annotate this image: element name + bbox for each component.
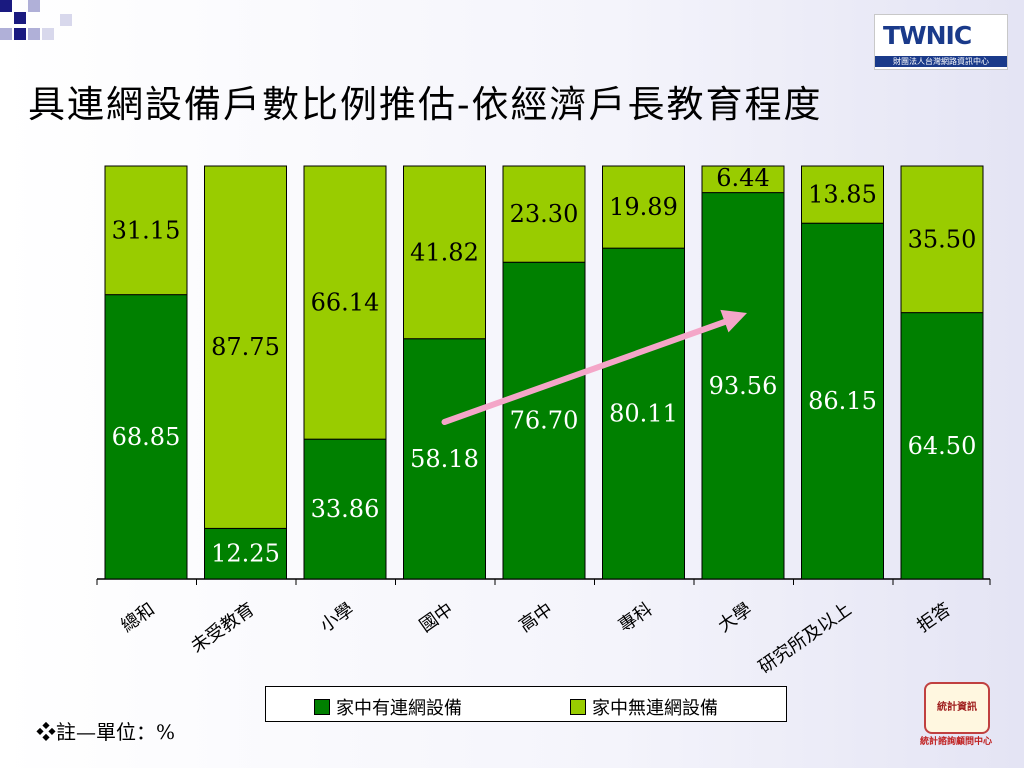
data-label-with-device: 12.25 <box>211 540 280 568</box>
data-label-without-device: 66.14 <box>311 289 380 317</box>
decor-square-1 <box>0 0 12 12</box>
bar-with-device <box>502 261 586 580</box>
data-label-with-device: 64.50 <box>908 432 977 460</box>
category-label: 拒答 <box>913 599 955 637</box>
category-label: 高中 <box>515 599 557 637</box>
unit-note: ❖註—單位：% <box>36 720 176 744</box>
bar-without-device <box>602 165 685 249</box>
bar-with-device <box>104 294 188 580</box>
chart-legend: 家中有連網設備 家中無連網設備 <box>265 686 787 722</box>
decor-square-6 <box>0 28 12 40</box>
bar-with-device <box>403 338 486 580</box>
decor-square-2 <box>14 12 26 24</box>
twnic-logo-text: TWNIC <box>883 21 972 50</box>
data-label-without-device: 13.85 <box>808 181 877 209</box>
data-label-with-device: 86.15 <box>808 387 877 415</box>
legend-label-with-device: 家中有連網設備 <box>336 698 462 719</box>
decor-square-8 <box>60 14 72 26</box>
bar-without-device <box>701 165 785 194</box>
fju-logo-label: 統計諮詢顧問中心 <box>919 737 992 747</box>
legend-swatch-light-green <box>570 699 586 715</box>
bar-with-device <box>701 192 785 580</box>
data-label-without-device: 19.89 <box>609 193 678 221</box>
fju-logo: 統計資訊 統計諮詢顧問中心 <box>914 682 998 752</box>
data-label-without-device: 87.75 <box>211 333 280 361</box>
category-label: 專科 <box>615 599 657 637</box>
fju-logo-badge: 統計資訊 <box>924 682 990 734</box>
data-label-without-device: 6.44 <box>716 164 769 192</box>
twnic-logo-subtitle: 財團法人台灣網路資訊中心 <box>875 56 1007 67</box>
decor-square-7 <box>42 28 54 40</box>
data-label-without-device: 23.30 <box>510 200 579 228</box>
legend-item-without-device: 家中無連網設備 <box>570 694 718 720</box>
decor-square-3 <box>14 28 26 40</box>
category-label: 研究所及以上 <box>755 599 856 678</box>
legend-swatch-dark-green <box>314 699 330 715</box>
bar-without-device <box>502 165 586 263</box>
data-label-with-device: 33.86 <box>311 495 380 523</box>
data-label-with-device: 76.70 <box>510 407 579 435</box>
bar-without-device <box>104 165 188 296</box>
decor-square-4 <box>28 0 40 12</box>
bar-with-device <box>303 438 387 580</box>
data-label-without-device: 31.15 <box>112 216 181 244</box>
data-label-with-device: 80.11 <box>609 400 678 428</box>
data-label-with-device: 68.85 <box>112 423 181 451</box>
data-label-with-device: 58.18 <box>410 445 479 473</box>
trend-arrow-shaft <box>441 316 736 425</box>
category-label: 未受教育 <box>187 599 258 657</box>
page-title: 具連網設備戶數比例推估-依經濟戶長教育程度 <box>28 83 823 126</box>
data-label-with-device: 93.56 <box>709 372 778 400</box>
legend-label-without-device: 家中無連網設備 <box>592 698 718 719</box>
category-label: 國中 <box>416 599 458 637</box>
data-label-without-device: 35.50 <box>908 225 977 253</box>
bar-without-device <box>303 165 387 440</box>
bar-with-device <box>602 247 685 580</box>
decor-square-5 <box>28 28 40 40</box>
category-label: 小學 <box>316 599 358 637</box>
bar-with-device <box>900 312 984 580</box>
trend-arrow-head <box>720 309 747 333</box>
bar-without-device <box>900 165 984 314</box>
category-label: 總和 <box>117 599 159 637</box>
category-label: 大學 <box>714 599 756 637</box>
twnic-logo: TWNIC 財團法人台灣網路資訊中心 <box>874 14 1008 70</box>
bar-without-device <box>204 165 287 529</box>
legend-item-with-device: 家中有連網設備 <box>314 694 462 720</box>
bar-without-device <box>801 165 884 224</box>
data-label-without-device: 41.82 <box>410 238 479 266</box>
bar-without-device <box>403 165 486 340</box>
bar-with-device <box>801 222 884 580</box>
